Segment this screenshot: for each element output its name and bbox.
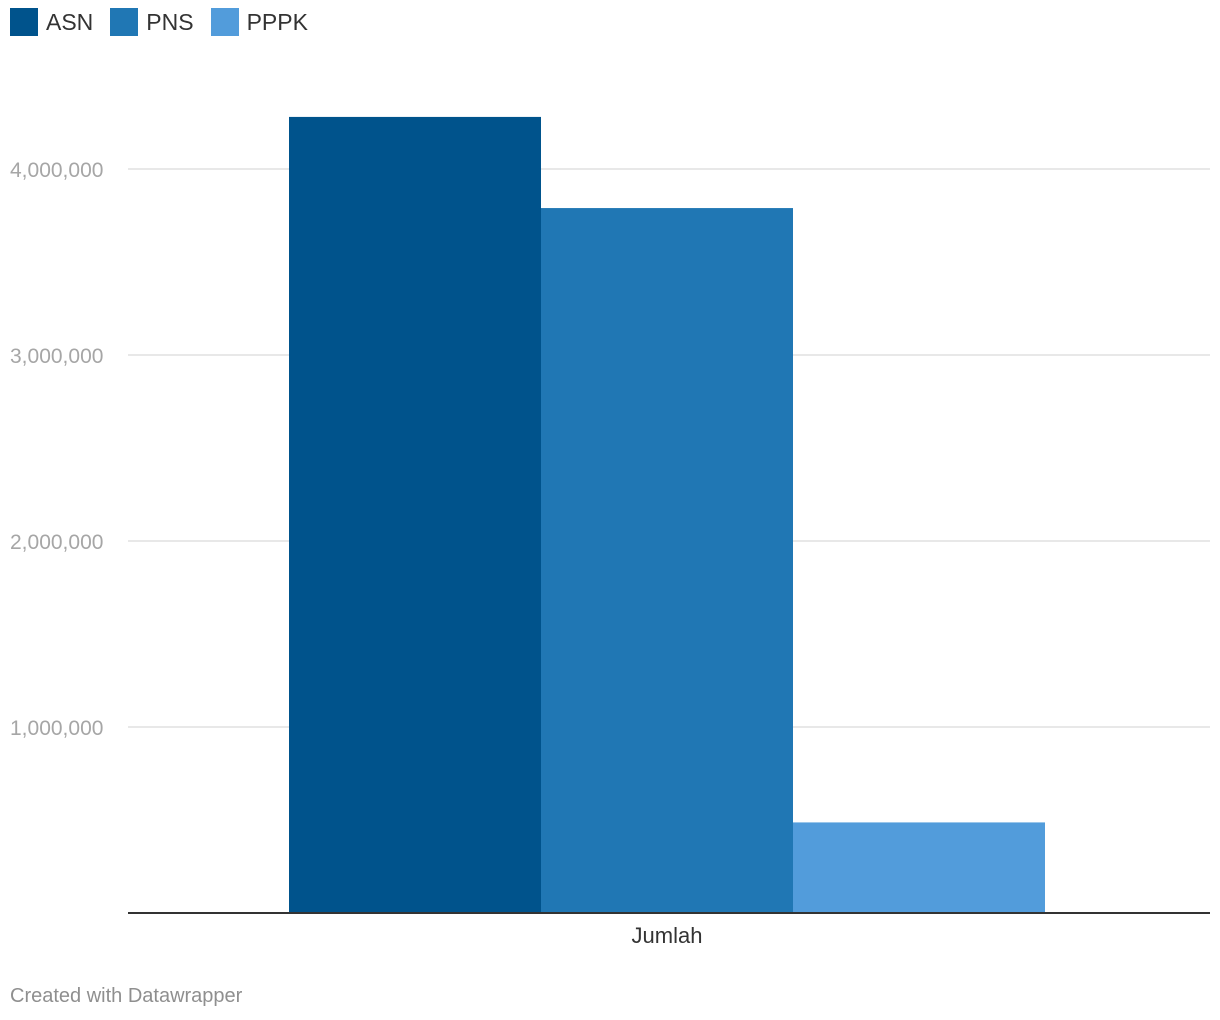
footer-credit: Created with Datawrapper <box>10 985 243 1007</box>
legend-swatch-asn <box>10 8 38 36</box>
y-tick-label: 1,000,000 <box>10 717 103 740</box>
x-axis-categories: Jumlah <box>632 923 703 948</box>
bars <box>289 116 1045 914</box>
y-tick-label: 2,000,000 <box>10 531 103 554</box>
legend-item-pns: PNS <box>110 8 194 36</box>
legend-label-pns: PNS <box>146 9 194 35</box>
legend-item-pppk: PPPK <box>210 8 308 36</box>
legend-swatch-pns <box>110 8 139 36</box>
y-tick-label: 4,000,000 <box>10 159 103 182</box>
chart-legend: ASN PNS PPPK <box>10 8 325 36</box>
y-axis-ticks: 1,000,000 2,000,000 3,000,000 4,000,000 <box>10 159 103 740</box>
bar-pns <box>541 208 793 913</box>
legend-swatch-pppk <box>210 8 239 36</box>
y-tick-label: 3,000,000 <box>10 345 103 368</box>
bar-pppk <box>793 822 1045 913</box>
bar-asn <box>289 116 541 914</box>
legend-label-asn: ASN <box>46 9 94 35</box>
legend-label-pppk: PPPK <box>246 9 308 35</box>
legend-item-asn: ASN <box>10 8 93 36</box>
x-category-label: Jumlah <box>632 923 703 948</box>
